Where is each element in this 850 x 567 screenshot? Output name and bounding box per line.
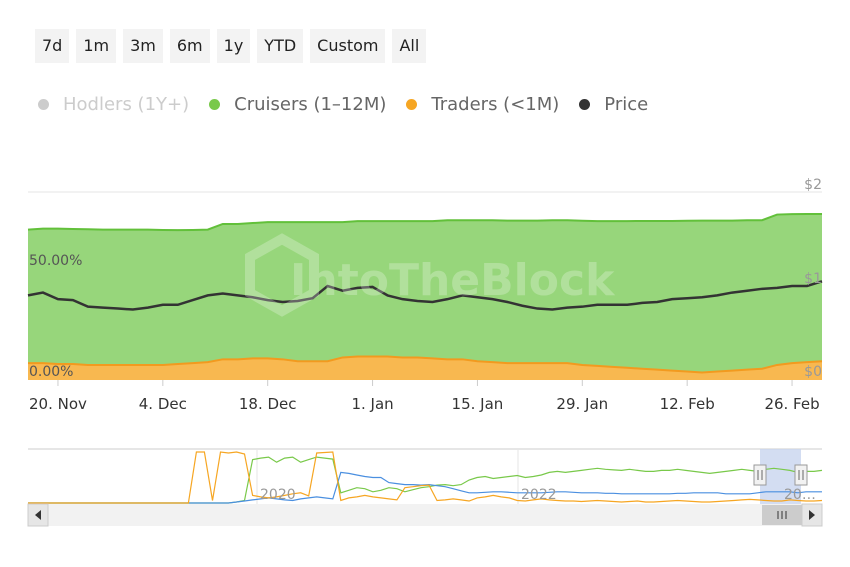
x-tick-label: 20. Nov bbox=[29, 395, 87, 413]
x-tick-label: 4. Dec bbox=[139, 395, 187, 413]
x-tick-label: 26. Feb bbox=[764, 395, 819, 413]
legend-item-price[interactable]: Price bbox=[579, 94, 648, 115]
legend-dot bbox=[579, 99, 591, 110]
y-left-tick-label: 0.00% bbox=[29, 364, 73, 380]
navigator-series-line bbox=[28, 451, 823, 504]
range-button-1m[interactable]: 1m bbox=[76, 29, 117, 63]
arrow-right-icon bbox=[809, 510, 815, 520]
navigator-series-line bbox=[28, 456, 823, 504]
main-chart: 0.00% 50.00% $0 $1 $2 20. Nov 4. Dec 18. Dec 1. … bbox=[27, 177, 823, 413]
navigator-label-2022: 2022 bbox=[521, 487, 557, 503]
axes: 0.00% 50.00% $0 $1 $2 20. Nov 4. Dec 18. Dec 1. … bbox=[28, 177, 822, 413]
range-button-ytd[interactable]: YTD bbox=[257, 29, 304, 63]
x-tick-label: 29. Jan bbox=[556, 395, 608, 413]
navigator-series bbox=[28, 451, 823, 504]
series-cruisers-area bbox=[28, 213, 822, 373]
legend-item-cruisers[interactable]: Cruisers (1–12M) bbox=[209, 94, 386, 115]
navigator-handle-right[interactable] bbox=[794, 464, 808, 486]
x-tick-label: 12. Feb bbox=[660, 395, 715, 413]
series-traders-line bbox=[28, 355, 823, 374]
legend-label: Traders (<1M) bbox=[431, 94, 560, 115]
x-tick-label: 18. Dec bbox=[239, 395, 297, 413]
range-button-custom[interactable]: Custom bbox=[310, 29, 386, 63]
scrollbar-track[interactable] bbox=[28, 504, 822, 526]
x-tick-label: 15. Jan bbox=[452, 395, 504, 413]
legend-item-traders[interactable]: Traders (<1M) bbox=[406, 94, 559, 115]
navigator-handle-left[interactable] bbox=[753, 464, 767, 486]
legend-label: Price bbox=[604, 94, 649, 115]
range-button-3m[interactable]: 3m bbox=[123, 29, 163, 63]
legend-dot bbox=[209, 99, 221, 110]
y-right-tick-label: $0 bbox=[804, 364, 822, 380]
series-traders-area bbox=[28, 356, 822, 380]
y-left-tick-label: 50.00% bbox=[29, 253, 82, 269]
x-tick-label: 1. Jan bbox=[351, 395, 393, 413]
plot-area bbox=[27, 212, 823, 380]
legend-dot bbox=[406, 99, 418, 110]
range-button-6m[interactable]: 6m bbox=[169, 29, 210, 63]
y-right-tick-label: $2 bbox=[804, 177, 822, 193]
range-button-7d[interactable]: 7d bbox=[35, 29, 70, 63]
series-price-line bbox=[27, 280, 823, 311]
series-cruisers-line bbox=[27, 212, 822, 232]
arrow-left-icon bbox=[35, 510, 41, 520]
navigator-label-end: 20… bbox=[784, 487, 816, 503]
legend-label: Cruisers (1–12M) bbox=[234, 94, 387, 115]
navigator: 2020 2022 20… bbox=[27, 448, 823, 527]
range-button-1y[interactable]: 1y bbox=[216, 29, 251, 63]
legend-dot bbox=[38, 99, 49, 110]
chart-legend: Hodlers (1Y+) Cruisers (1–12M) Traders (… bbox=[38, 94, 668, 115]
range-button-all[interactable]: All bbox=[392, 29, 427, 63]
legend-item-hodlers[interactable]: Hodlers (1Y+) bbox=[38, 94, 189, 115]
range-selector: 7d 1m 3m 6m 1y YTD Custom All bbox=[35, 29, 427, 63]
watermark-text: IntoTheBlock bbox=[290, 255, 616, 306]
watermark: IntoTheBlock bbox=[245, 233, 616, 317]
scrollbar[interactable] bbox=[27, 503, 823, 527]
navigator-selection[interactable] bbox=[760, 449, 801, 506]
navigator-label-2020: 2020 bbox=[260, 487, 296, 503]
legend-label: Hodlers (1Y+) bbox=[63, 94, 190, 115]
y-right-tick-label: $1 bbox=[804, 271, 822, 287]
